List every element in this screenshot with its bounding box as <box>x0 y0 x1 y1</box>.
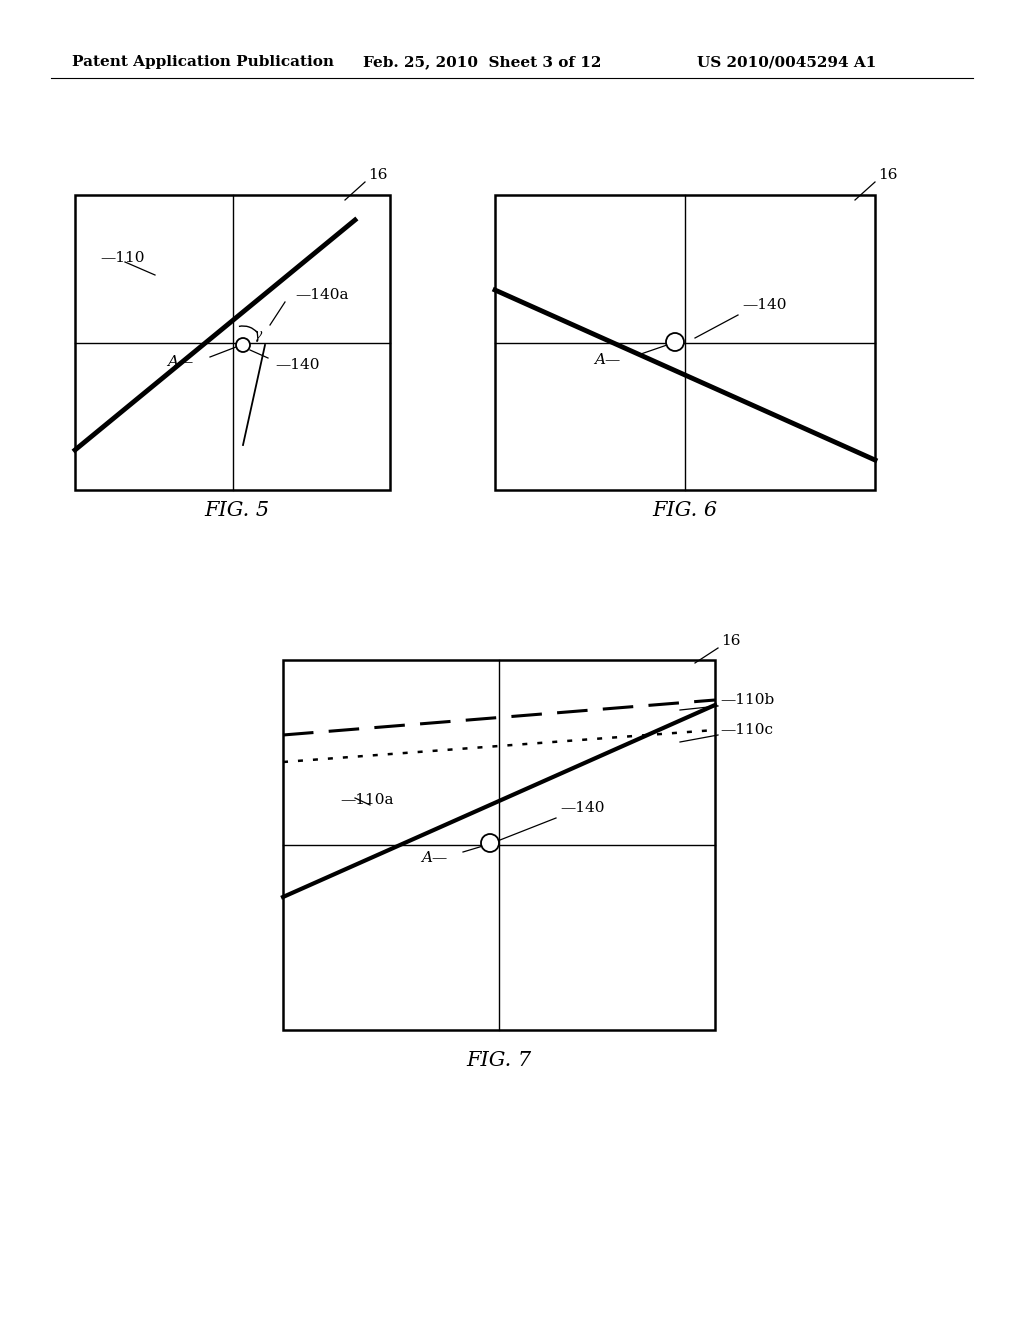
Circle shape <box>236 338 250 352</box>
Text: US 2010/0045294 A1: US 2010/0045294 A1 <box>697 55 877 69</box>
Text: —110c: —110c <box>720 723 773 737</box>
Text: A—: A— <box>594 352 620 367</box>
Text: —140a: —140a <box>295 288 348 302</box>
Text: FIG. 6: FIG. 6 <box>652 500 718 520</box>
Bar <box>283 660 715 1030</box>
Text: FIG. 5: FIG. 5 <box>205 500 269 520</box>
Text: —110b: —110b <box>720 693 774 708</box>
Text: —140: —140 <box>742 298 786 312</box>
Bar <box>495 195 874 490</box>
Text: —140: —140 <box>560 801 604 814</box>
Text: —110: —110 <box>100 251 144 265</box>
Text: —140: —140 <box>275 358 319 372</box>
Text: 16: 16 <box>878 168 897 182</box>
Text: 16: 16 <box>368 168 387 182</box>
Text: γ: γ <box>254 327 262 342</box>
Text: FIG. 7: FIG. 7 <box>467 1051 531 1069</box>
Text: A—: A— <box>167 355 193 370</box>
Text: —110a: —110a <box>340 793 393 807</box>
Bar <box>75 195 390 490</box>
Text: Feb. 25, 2010  Sheet 3 of 12: Feb. 25, 2010 Sheet 3 of 12 <box>362 55 601 69</box>
Circle shape <box>481 834 499 851</box>
Text: Patent Application Publication: Patent Application Publication <box>72 55 334 69</box>
Text: A—: A— <box>421 851 447 865</box>
Text: 16: 16 <box>721 634 740 648</box>
Circle shape <box>666 333 684 351</box>
